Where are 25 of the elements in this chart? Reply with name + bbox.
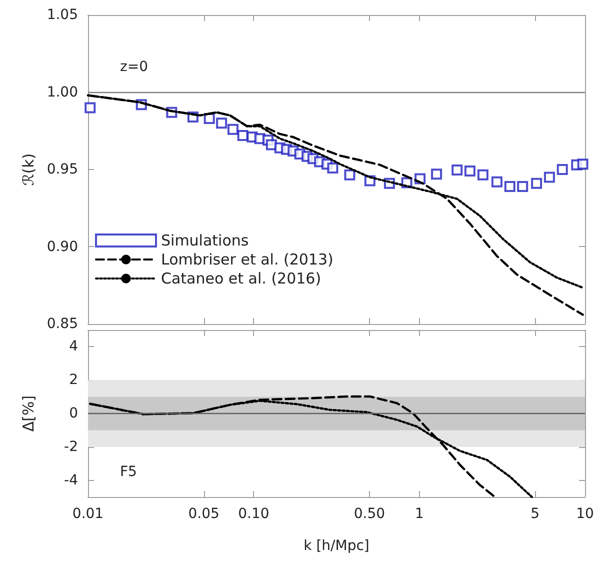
legend-label: Lombriser et al. (2013) — [161, 250, 334, 268]
x-tick-label: 0.10 — [238, 506, 270, 522]
y-tick-label: -4 — [64, 472, 78, 488]
x-tick-label: 5 — [530, 506, 540, 522]
y-axis-title: Δ[%] — [20, 395, 38, 432]
y-tick-label: 0 — [69, 406, 78, 422]
annotation: F5 — [120, 464, 137, 480]
y-tick-label: -2 — [64, 438, 78, 455]
legend-label: Simulations — [161, 232, 249, 250]
y-tick-label: 0.90 — [46, 238, 78, 255]
y-tick-label: 0.85 — [46, 316, 78, 332]
annotation: z=0 — [120, 59, 148, 75]
y-tick-label: 1.00 — [46, 84, 78, 100]
y-tick-label: 4 — [69, 338, 78, 355]
y-tick-label: 1.05 — [46, 7, 78, 23]
x-axis-title: k [h/Mpc] — [304, 538, 370, 554]
y-tick-label: 0.95 — [46, 162, 78, 178]
x-tick-label: 10 — [576, 506, 594, 522]
x-tick-label: 1 — [414, 506, 424, 522]
y-tick-label: 2 — [69, 372, 78, 388]
x-tick-label: 0.05 — [188, 506, 220, 522]
x-tick-label: 0.01 — [72, 506, 104, 522]
legend-label: Cataneo et al. (2016) — [161, 270, 322, 288]
y-axis-title: ℛ(k) — [19, 153, 38, 186]
x-tick-label: 0.50 — [354, 506, 386, 522]
